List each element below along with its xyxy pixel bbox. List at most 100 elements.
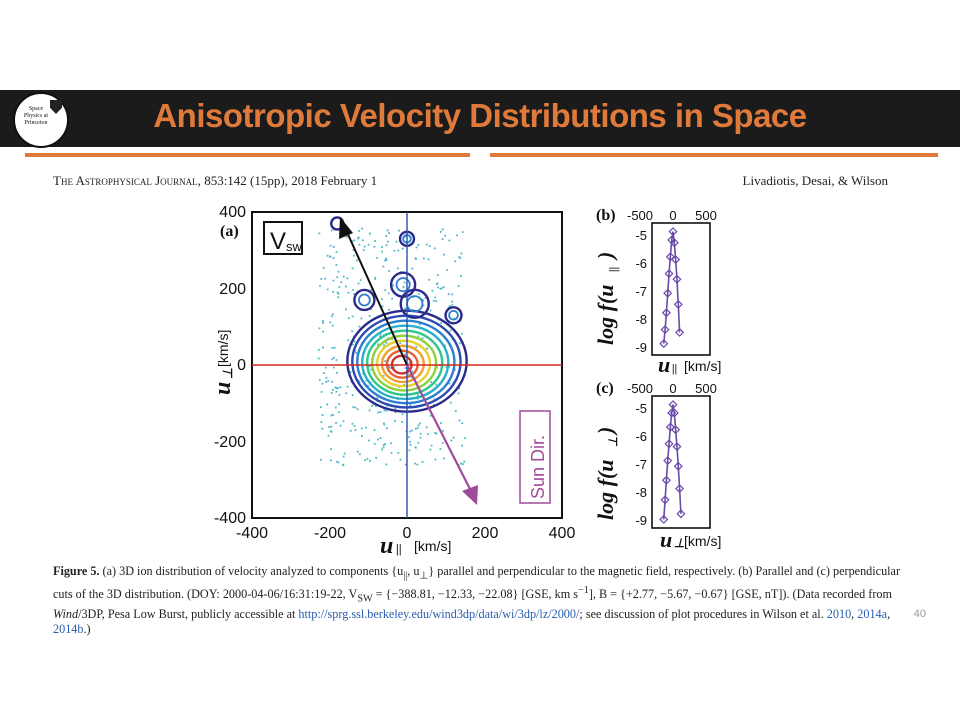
scatter-dot — [335, 390, 338, 393]
scatter-dot — [351, 394, 354, 397]
b-xtick: 500 — [695, 208, 717, 223]
scatter-dot — [331, 313, 334, 316]
vsw-label: V — [270, 228, 286, 255]
scatter-dot — [417, 441, 420, 444]
scatter-dot — [441, 238, 444, 241]
scatter-dot — [345, 235, 348, 238]
scatter-dot — [411, 267, 414, 270]
scatter-dot — [351, 330, 354, 333]
scatter-dot — [384, 360, 387, 363]
scatter-dot — [415, 346, 418, 348]
scatter-dot — [339, 386, 342, 389]
scatter-dot — [429, 414, 432, 417]
scatter-dot — [331, 315, 333, 318]
scatter-dot — [417, 244, 420, 246]
scatter-dot — [373, 442, 376, 445]
scatter-dot — [385, 463, 388, 466]
scatter-dot — [353, 239, 356, 242]
figure-caption: Figure 5. (a) 3D ion distribution of vel… — [53, 564, 905, 637]
scatter-dot — [355, 352, 358, 354]
scatter-dot — [408, 449, 411, 452]
scatter-dot — [409, 440, 411, 443]
princeton-logo: Space Physics at Princeton — [13, 92, 69, 148]
scatter-dot — [399, 458, 402, 461]
b-ytick: -8 — [635, 312, 647, 327]
b-xlabel-sub: || — [672, 361, 677, 375]
scatter-dot — [440, 321, 443, 324]
a-ylabel: u — [210, 382, 236, 395]
scatter-dot — [385, 257, 387, 260]
scatter-dot — [440, 287, 443, 290]
c-ylabel-sub: ⊥ — [606, 437, 620, 447]
scatter-dot — [412, 296, 415, 299]
caption-sub: SW — [357, 593, 373, 605]
scatter-dot — [356, 408, 359, 411]
title-underline-left — [25, 153, 470, 157]
scatter-dot — [384, 259, 386, 262]
scatter-dot — [385, 244, 388, 247]
a-xtick: 200 — [472, 525, 499, 542]
scatter-dot — [332, 366, 335, 369]
journal-header: The Astrophysical Journal, 853:142 (15pp… — [53, 173, 377, 189]
scatter-dot — [342, 455, 345, 458]
scatter-dot — [339, 424, 342, 427]
ref-link[interactable]: 2014a — [857, 606, 888, 621]
scatter-dot — [336, 276, 339, 279]
scatter-dot — [435, 283, 438, 286]
scatter-dot — [397, 451, 400, 454]
scatter-dot — [352, 288, 354, 291]
scatter-dot — [439, 230, 442, 233]
scatter-dot — [368, 365, 371, 368]
scatter-dot — [319, 406, 322, 409]
scatter-dot — [330, 425, 333, 428]
b-ylabel-end: ) — [593, 252, 618, 261]
c-xtick: 500 — [695, 381, 717, 396]
fit-curve — [662, 231, 681, 344]
scatter-dot — [377, 343, 379, 346]
c-xlabel-sub: ⊥ — [674, 536, 684, 550]
scatter-dot — [357, 237, 359, 240]
scatter-dot — [370, 288, 373, 291]
c-ylabel: log f(u — [593, 460, 618, 521]
slide-number: 40 — [913, 608, 926, 620]
scatter-dot — [370, 368, 373, 371]
scatter-dot — [337, 387, 339, 390]
scatter-dot — [354, 349, 357, 352]
scatter-dot — [362, 249, 365, 251]
scatter-dot — [432, 403, 435, 406]
a-yunit: [km/s] — [215, 330, 231, 367]
b-ylabel-sub: || — [606, 267, 620, 272]
scatter-dot — [404, 367, 407, 369]
scatter-dot — [403, 281, 406, 284]
scatter-dot — [356, 450, 359, 453]
sun-dir-arrow-head — [462, 485, 478, 505]
scatter-dot — [332, 414, 334, 416]
scatter-dot — [407, 436, 410, 438]
scatter-dot — [336, 291, 339, 294]
scatter-dot — [317, 348, 320, 351]
scatter-dot — [368, 409, 371, 412]
panel-c-yticks: -5 -6 -7 -8 -9 — [635, 401, 647, 528]
scatter-dot — [437, 286, 439, 289]
b-ytick: -6 — [635, 256, 647, 271]
scatter-dot — [329, 430, 332, 433]
data-link[interactable]: http://sprg.ssl.berkeley.edu/wind3dp/dat… — [298, 606, 580, 621]
a-ytick: 200 — [219, 281, 246, 298]
scatter-dot — [357, 236, 360, 239]
ref-link[interactable]: 2014b — [53, 621, 84, 636]
scatter-dot — [364, 459, 367, 462]
scatter-dot — [361, 227, 364, 230]
scatter-dot — [370, 405, 373, 407]
scatter-dot — [458, 387, 461, 390]
scatter-dot — [401, 421, 404, 423]
scatter-dot — [322, 330, 325, 333]
scatter-dot — [435, 383, 438, 386]
scatter-dot — [402, 286, 405, 288]
scatter-dot — [367, 439, 370, 442]
scatter-dot — [365, 426, 367, 429]
scatter-dot — [409, 443, 412, 446]
data-point — [667, 408, 677, 418]
scatter-dot — [448, 382, 451, 385]
ref-link[interactable]: 2010 — [826, 606, 852, 621]
scatter-dot — [331, 347, 334, 349]
